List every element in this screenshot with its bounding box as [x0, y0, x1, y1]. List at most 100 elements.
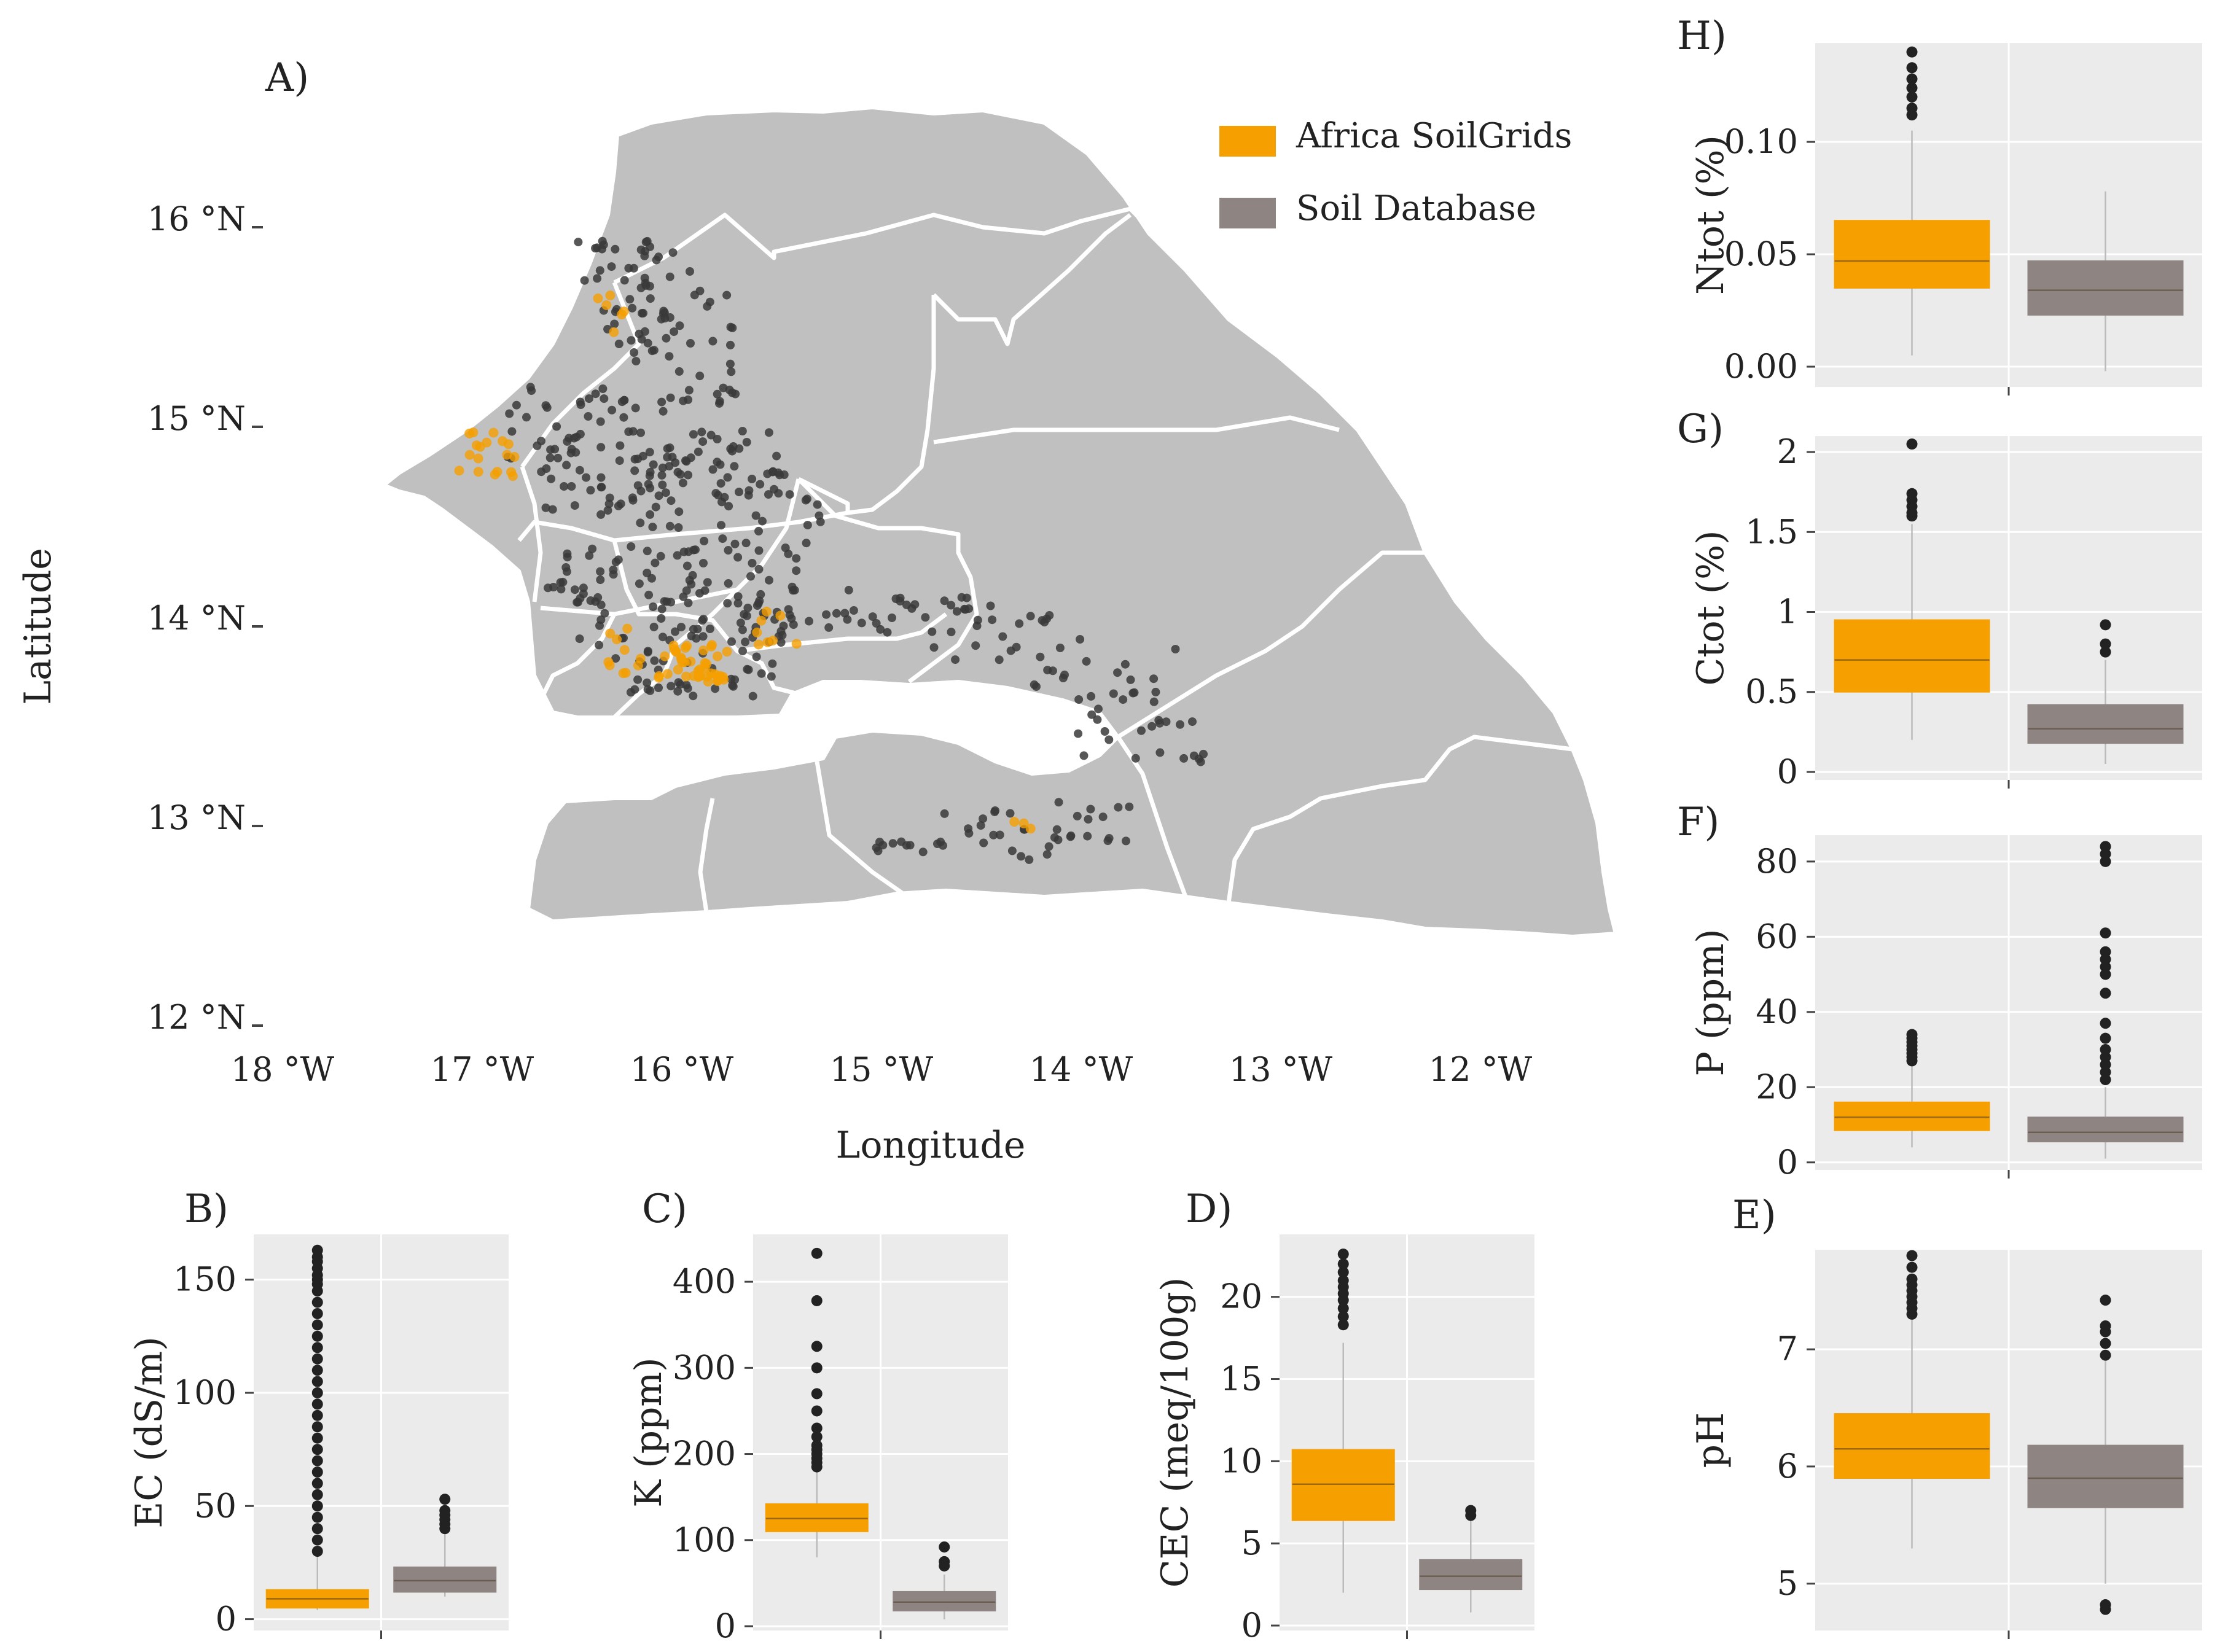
outlier-point: [1906, 438, 1918, 450]
sample-point-database: [1042, 850, 1052, 859]
sample-point-database: [718, 534, 727, 544]
panel-ylabel: Ctot (%): [1689, 530, 1732, 685]
lat-tick-13: 13 °N: [147, 798, 263, 837]
sample-point-database: [706, 431, 716, 440]
sample-point-database: [733, 553, 743, 562]
sample-point-database: [813, 500, 822, 509]
panel-label: H): [1677, 14, 1727, 59]
sample-point-database: [679, 592, 688, 601]
sample-point-database: [757, 669, 766, 678]
sample-point-database: [595, 641, 604, 650]
sample-point-database: [713, 435, 722, 443]
sample-point-database: [674, 367, 684, 376]
outlier-point: [311, 1387, 323, 1398]
map-lon-axis: 18 °W 17 °W 16 °W 15 °W 14 °W 13 °W 12 °…: [231, 1050, 1533, 1089]
box-database: [1419, 1505, 1523, 1613]
sample-point-database: [596, 443, 606, 452]
sample-point-database: [802, 539, 811, 548]
box-iqr: [1291, 1449, 1395, 1521]
sample-point-database: [971, 641, 980, 650]
outlier-point: [311, 1353, 323, 1365]
sample-point-database: [676, 470, 685, 479]
sample-point-database: [572, 432, 581, 442]
box-iqr: [1834, 619, 1990, 693]
sample-point-database: [542, 464, 551, 473]
sample-point-database: [1076, 635, 1085, 644]
sample-point-database: [552, 422, 561, 431]
sample-point-database: [628, 427, 638, 436]
sample-point-database: [505, 409, 514, 418]
sample-point-soilgrids: [791, 639, 802, 649]
sample-point-database: [722, 290, 732, 300]
sample-point-database: [647, 346, 657, 356]
ytick-label: 40: [1756, 992, 1798, 1031]
sample-point-database: [596, 567, 605, 576]
sample-point-database: [1087, 710, 1096, 719]
sample-point-database: [713, 389, 722, 399]
sample-point-database: [748, 474, 757, 483]
sample-point-soilgrids: [509, 452, 520, 462]
sample-point-database: [802, 494, 811, 504]
ytick-label: 400: [673, 1262, 736, 1301]
sample-point-database: [611, 244, 620, 254]
svg-text:12 °N: 12 °N: [147, 998, 246, 1037]
sample-point-soilgrids: [601, 300, 612, 310]
outlier-point: [811, 1341, 823, 1352]
sample-point-soilgrids: [706, 668, 716, 679]
sample-point-database: [574, 238, 583, 247]
sample-point-soilgrids: [682, 641, 692, 651]
sample-point-database: [607, 262, 616, 271]
sample-point-database: [668, 248, 678, 257]
outlier-point: [311, 1398, 323, 1410]
outlier-point: [439, 1494, 451, 1505]
sample-point-database: [1131, 754, 1140, 763]
outlier-point: [1906, 1029, 1918, 1040]
ytick-label: 15: [1220, 1360, 1262, 1398]
sample-point-database: [591, 244, 600, 253]
sample-point-database: [630, 466, 639, 475]
sample-point-database: [682, 561, 692, 571]
outlier-point: [2100, 1320, 2111, 1331]
sample-point-database: [584, 412, 593, 421]
sample-point-database: [658, 480, 667, 489]
ytick-label: 1: [1777, 593, 1798, 631]
sample-point-database: [596, 473, 606, 482]
sample-point-database: [678, 478, 687, 488]
sample-point-database: [988, 615, 997, 625]
sample-point-database: [1054, 798, 1063, 807]
legend-label-database: Soil Database: [1296, 189, 1536, 228]
sample-point-database: [686, 267, 694, 276]
sample-point-soilgrids: [473, 453, 483, 464]
map-ylabel: Latitude: [17, 548, 60, 705]
sample-point-database: [644, 480, 653, 489]
outlier-point: [311, 1432, 323, 1444]
outlier-point: [311, 1444, 323, 1455]
sample-point-database: [849, 606, 858, 615]
sample-point-database: [643, 647, 652, 656]
sample-point-database: [633, 675, 643, 684]
sample-point-database: [694, 447, 703, 456]
sample-point-database: [767, 672, 776, 681]
sample-point-database: [684, 547, 693, 556]
sample-point-database: [1079, 751, 1089, 760]
outlier-point: [311, 1421, 323, 1433]
box-soilgrids: [265, 1244, 369, 1610]
ytick-label: 80: [1756, 842, 1798, 881]
sample-point-database: [665, 443, 674, 453]
sample-point-soilgrids: [635, 653, 646, 664]
sample-point-database: [643, 338, 652, 348]
sample-point-database: [744, 491, 753, 500]
outlier-point: [1906, 46, 1918, 58]
sample-point-database: [657, 614, 666, 623]
sample-point-database: [684, 470, 693, 480]
sample-point-database: [727, 674, 736, 684]
sample-point-database: [533, 441, 542, 450]
sample-point-soilgrids: [612, 634, 622, 645]
sample-point-database: [741, 539, 751, 548]
sample-point-database: [591, 389, 600, 399]
outlier-point: [1906, 1273, 1918, 1285]
sample-point-database: [616, 441, 625, 450]
outlier-point: [2100, 946, 2111, 957]
outlier-point: [1906, 91, 1918, 103]
